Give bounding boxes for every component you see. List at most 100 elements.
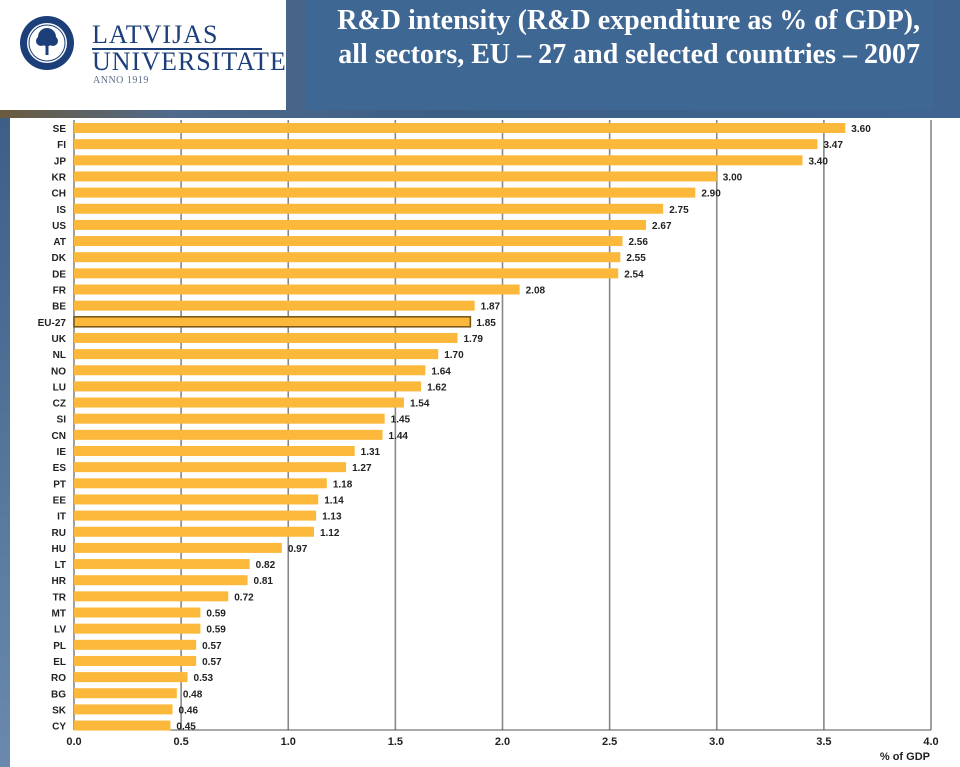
value-label: 1.27 bbox=[352, 463, 372, 474]
value-label: 3.00 bbox=[723, 172, 743, 183]
bar-lu bbox=[74, 381, 422, 392]
left-decorative-stripe bbox=[0, 118, 10, 767]
title-banner: R&D intensity (R&D expenditure as % of G… bbox=[306, 0, 934, 110]
category-label: NO bbox=[51, 366, 66, 377]
value-label: 0.45 bbox=[176, 722, 196, 733]
value-label: 0.48 bbox=[183, 689, 203, 700]
bar-se bbox=[74, 123, 846, 133]
value-label: 0.81 bbox=[254, 576, 274, 587]
x-tick-label: 4.0 bbox=[923, 736, 938, 748]
value-label: 0.59 bbox=[206, 609, 226, 620]
x-tick-label: 2.5 bbox=[602, 736, 617, 748]
bar-fr bbox=[74, 284, 520, 295]
category-label: SE bbox=[53, 124, 67, 135]
bar-is bbox=[74, 203, 664, 214]
bar-lt bbox=[74, 559, 250, 570]
bar-uk bbox=[74, 332, 458, 343]
logo-text-line1: LATVIJAS bbox=[92, 20, 219, 49]
bar-lv bbox=[74, 623, 201, 634]
category-label: SI bbox=[57, 415, 67, 426]
value-label: 3.40 bbox=[808, 156, 828, 167]
category-label: IS bbox=[57, 205, 67, 216]
category-label: RO bbox=[51, 673, 66, 684]
value-label: 0.46 bbox=[179, 705, 199, 716]
category-label: SK bbox=[52, 705, 67, 716]
category-label: EE bbox=[53, 495, 67, 506]
x-tick-label: 0.5 bbox=[173, 736, 188, 748]
bar-de bbox=[74, 268, 619, 279]
bar-kr bbox=[74, 171, 717, 182]
value-label: 1.85 bbox=[476, 318, 496, 329]
bar-ie bbox=[74, 446, 355, 456]
bar-jp bbox=[74, 155, 803, 166]
category-label: CH bbox=[52, 189, 66, 200]
value-label: 0.57 bbox=[202, 657, 222, 668]
bar-cz bbox=[74, 397, 404, 408]
bar-fi bbox=[74, 139, 818, 150]
value-label: 1.62 bbox=[427, 382, 447, 393]
value-label: 0.57 bbox=[202, 641, 222, 652]
slide-title: R&D intensity (R&D expenditure as % of G… bbox=[337, 5, 920, 70]
category-label: FI bbox=[57, 140, 66, 151]
x-tick-label: 0.0 bbox=[66, 736, 81, 748]
bar-it bbox=[74, 510, 317, 521]
x-axis-title: % of GDP bbox=[880, 751, 930, 763]
bar-at bbox=[74, 236, 623, 247]
logo-anno-text: ANNO 1919 bbox=[93, 75, 149, 86]
value-label: 1.13 bbox=[322, 512, 342, 523]
category-label: BE bbox=[52, 302, 66, 313]
x-tick-label: 2.0 bbox=[495, 736, 510, 748]
bar-cn bbox=[74, 429, 383, 440]
value-label: 1.87 bbox=[481, 302, 501, 313]
category-label: LT bbox=[55, 560, 66, 571]
category-label: FR bbox=[53, 286, 67, 297]
value-label: 0.59 bbox=[206, 625, 226, 636]
bar-nl bbox=[74, 349, 439, 360]
university-logo: LATVIJAS UNIVERSITATE ANNO 1919 bbox=[0, 0, 286, 110]
value-label: 2.55 bbox=[626, 253, 646, 264]
value-label: 1.70 bbox=[444, 350, 464, 361]
x-tick-label: 1.0 bbox=[281, 736, 296, 748]
bar-tr bbox=[74, 591, 229, 602]
x-tick-label: 3.0 bbox=[709, 736, 724, 748]
bar-hu bbox=[74, 542, 282, 553]
bar-ro bbox=[74, 672, 188, 683]
category-label: EU-27 bbox=[38, 318, 67, 329]
category-label: US bbox=[52, 221, 66, 232]
university-seal-icon bbox=[20, 16, 74, 70]
logo-text-line2: UNIVERSITATE bbox=[92, 47, 287, 76]
category-label: EL bbox=[53, 657, 66, 668]
category-label: CY bbox=[52, 722, 66, 733]
category-label: KR bbox=[52, 172, 67, 183]
value-label: 2.67 bbox=[652, 221, 672, 232]
value-label: 0.97 bbox=[288, 544, 308, 555]
category-label: JP bbox=[54, 156, 67, 167]
category-label: RU bbox=[52, 528, 66, 539]
bar-ch bbox=[74, 187, 696, 198]
category-label: LU bbox=[53, 382, 66, 393]
category-label: ES bbox=[53, 463, 67, 474]
value-label: 3.60 bbox=[851, 124, 871, 135]
value-label: 0.53 bbox=[194, 673, 214, 684]
bar-hr bbox=[74, 575, 248, 586]
category-label: PT bbox=[53, 479, 66, 490]
x-tick-label: 1.5 bbox=[388, 736, 403, 748]
bar-ee bbox=[74, 494, 319, 505]
category-label: MT bbox=[52, 609, 66, 620]
bar-pl bbox=[74, 639, 197, 650]
category-label: HU bbox=[52, 544, 66, 555]
category-label: DE bbox=[52, 269, 66, 280]
value-label: 2.90 bbox=[701, 189, 721, 200]
value-label: 1.54 bbox=[410, 399, 430, 410]
category-label: CZ bbox=[53, 399, 66, 410]
value-label: 1.44 bbox=[389, 431, 409, 442]
bar-no bbox=[74, 365, 426, 376]
value-label: 1.18 bbox=[333, 479, 353, 490]
bar-cy bbox=[74, 720, 171, 731]
value-label: 3.47 bbox=[823, 140, 843, 151]
category-label: LV bbox=[54, 625, 66, 636]
value-label: 1.64 bbox=[431, 366, 451, 377]
bar-es bbox=[74, 462, 347, 473]
bar-si bbox=[74, 413, 385, 424]
logo-divider bbox=[92, 48, 262, 50]
